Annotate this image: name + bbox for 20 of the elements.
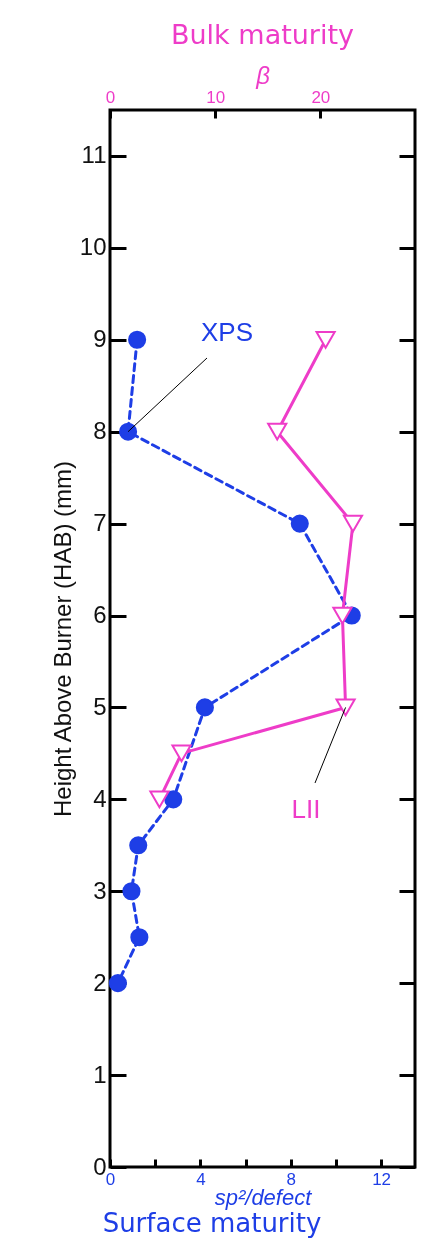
y-tick-label: 2 [93,968,107,996]
x2-tick-label: 10 [206,87,226,107]
y-tick-label: 9 [93,325,107,353]
x-tick-label: 12 [372,1169,392,1189]
text: LII [291,794,321,824]
y-tick-label: 5 [93,692,107,720]
y-tick-label: 1 [93,1060,107,1088]
y-tick-label: 8 [93,417,107,445]
y-tick-label: 11 [81,141,107,169]
y-tick-label: 3 [93,876,107,904]
y-tick-label: 7 [93,509,107,537]
y-tick-label: 4 [93,784,107,812]
y-axis-title: Height Above Burner (HAB) (mm) [48,460,76,818]
y-tick-label: 6 [93,601,107,629]
x2-tick-label: 20 [311,87,331,107]
y-tick-label: 10 [79,233,107,261]
chart-title: Bulk maturity [170,19,355,50]
text: XPS [200,317,254,347]
x2-axis-title: β [255,61,271,89]
x-tick-label: 4 [196,1169,206,1189]
